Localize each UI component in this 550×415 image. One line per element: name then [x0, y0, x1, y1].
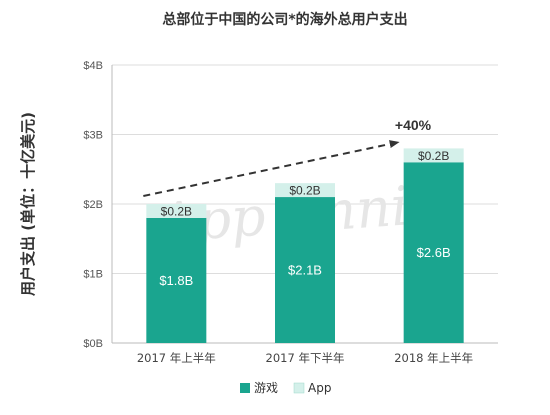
y-tick-label: $1B — [83, 269, 103, 281]
data-label-games: $1.8B — [159, 273, 193, 288]
data-label-games: $2.1B — [288, 263, 322, 278]
bar-segment-games — [275, 197, 335, 343]
data-label-app: $0.2B — [161, 204, 192, 218]
x-axis-ticks: 2017 年上半年 2017 年下半年 2018 年上半年 — [137, 351, 473, 365]
data-label-games: $2.6B — [417, 245, 451, 260]
legend-swatch-app — [293, 382, 305, 394]
y-axis-ticks: $0B $1B $2B $3B $4B — [83, 60, 103, 350]
legend-swatch-games — [240, 383, 250, 393]
growth-annotation: +40% — [395, 117, 432, 133]
y-tick-label: $0B — [83, 338, 103, 350]
y-tick-label: $2B — [83, 199, 103, 211]
bar-segment-app — [403, 148, 464, 163]
legend-label-app: App — [308, 381, 331, 395]
x-tick-label: 2018 年上半年 — [394, 351, 473, 365]
data-label-app: $0.2B — [289, 184, 320, 198]
bar-segment-app — [146, 204, 207, 218]
trend-arrow — [143, 140, 400, 197]
chart-title: 总部位于中国的公司*的海外总用户支出 — [162, 11, 407, 28]
legend: 游戏 App — [240, 381, 331, 395]
data-label-app: $0.2B — [418, 149, 449, 163]
legend-label-games: 游戏 — [254, 381, 278, 395]
bars: $1.8B $0.2B $2.1B $0.2B $2.6B $0.2B — [146, 148, 464, 343]
y-tick-label: $3B — [83, 130, 103, 142]
x-tick-label: 2017 年下半年 — [266, 351, 345, 365]
bar-segment-games — [403, 162, 464, 343]
bar-segment-app — [275, 183, 335, 198]
x-tick-label: 2017 年上半年 — [137, 351, 216, 365]
bar-segment-games — [146, 217, 207, 343]
y-axis-label: 用户支出 (单位：十亿美元) — [19, 112, 37, 296]
y-tick-label: $4B — [83, 60, 103, 72]
